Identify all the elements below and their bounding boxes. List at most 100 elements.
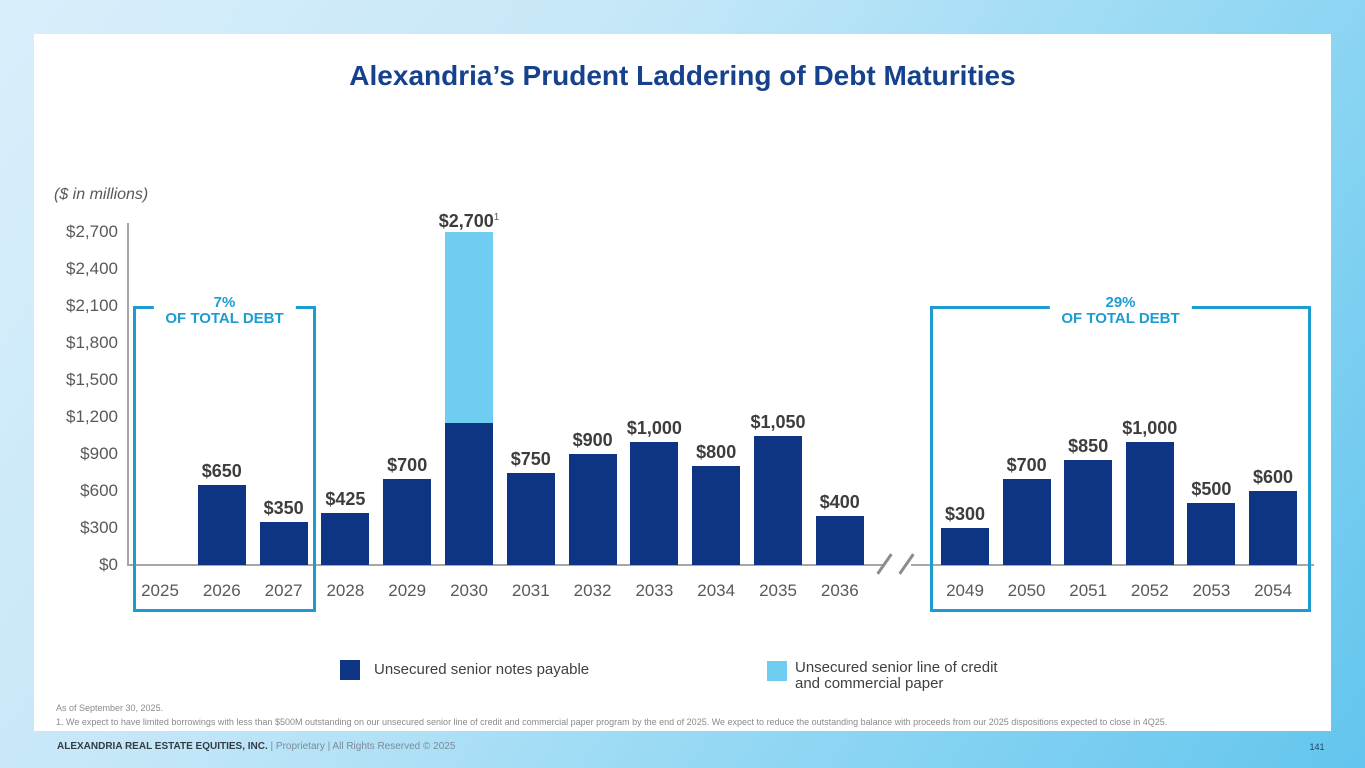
x-axis-line-left (127, 564, 885, 566)
bracket-caption-text: OF TOTAL DEBT (1061, 310, 1180, 327)
bar-value-label: $1,000 (1122, 417, 1178, 438)
bar-2052 (1125, 441, 1174, 565)
bar-2030 (445, 232, 493, 565)
bracket-29-percent: 29% OF TOTAL DEBT (930, 295, 1311, 612)
y-tick-label: $0 (99, 555, 118, 574)
bar-2054 (1249, 491, 1297, 565)
x-tick-label: 2028 (326, 581, 365, 600)
bar-segment-notes (754, 435, 802, 565)
bar-segment-notes (445, 423, 493, 565)
y-axis-line (127, 223, 129, 565)
bar-2032 (568, 454, 617, 565)
footnote-as-of: As of September 30, 2025. (56, 703, 164, 713)
footnotes: As of September 30, 2025. 1. We expect t… (56, 701, 1306, 729)
bar-segment-notes (568, 454, 617, 565)
y-tick-label: $2,100 (66, 296, 118, 315)
bar-value-label: $650 (201, 460, 242, 481)
bar-value-label: $700 (387, 454, 428, 475)
bar-value-label: $850 (1068, 436, 1109, 457)
bar-value-label: $300 (944, 504, 986, 524)
legend-label-credit-line2: and commercial paper (795, 675, 944, 692)
bar-2027 (259, 521, 308, 565)
y-tick-label: $2,400 (66, 259, 118, 278)
bar-segment-notes (383, 478, 432, 565)
bar-2051 (1064, 460, 1113, 565)
x-tick-label: 2051 (1069, 581, 1108, 600)
x-tick-label: 2034 (697, 581, 736, 600)
footer-company: ALEXANDRIA REAL ESTATE EQUITIES, INC. (57, 741, 268, 752)
bar-2033 (630, 441, 679, 565)
x-tick-label: 2025 (141, 581, 179, 600)
x-tick-label: 2053 (1192, 581, 1231, 600)
x-axis-line-right (911, 564, 1314, 566)
bar-segment-notes (197, 484, 246, 565)
page-number: 141 (1309, 742, 1325, 752)
x-tick-label: 2032 (573, 581, 612, 600)
bar-value-label: $500 (1191, 479, 1232, 500)
bar-segment-notes (1249, 491, 1297, 565)
x-tick-label: 2049 (946, 581, 984, 600)
y-tick-label: $300 (80, 518, 118, 537)
x-tick-label: 2050 (1007, 581, 1046, 600)
bar-value-label: $1,050 (750, 411, 806, 432)
bracket-29-percent-label: 29% OF TOTAL DEBT (1049, 294, 1192, 327)
legend-swatch-notes (340, 660, 360, 680)
x-tick-label: 2054 (1254, 581, 1292, 600)
bar-segment-credit (445, 232, 493, 424)
legend-label-notes: Unsecured senior notes payable (374, 661, 590, 678)
bracket-percent-text: 29% (1105, 294, 1136, 311)
y-tick-label: $1,800 (66, 333, 118, 352)
bar-segment-notes (630, 441, 679, 565)
bar-segment-notes (692, 466, 741, 565)
x-tick-label: 2030 (450, 581, 488, 600)
bar-value-label: $1,000 (626, 417, 682, 438)
y-tick-label: $1,200 (66, 407, 118, 426)
bar-value-label: $750 (510, 448, 551, 469)
footer: ALEXANDRIA REAL ESTATE EQUITIES, INC. | … (57, 741, 455, 752)
bar-2035 (754, 435, 802, 565)
bar-value-label: $2,7001 (438, 211, 500, 231)
bar-segment-notes (259, 521, 308, 565)
footnote-reference: 1 (493, 212, 500, 223)
bar-2026 (197, 484, 246, 565)
bar-segment-notes (321, 512, 370, 565)
bar-2036 (815, 515, 864, 565)
bracket-7-percent-label: 7% OF TOTAL DEBT (153, 295, 296, 327)
bar-segment-notes (1125, 441, 1174, 565)
bracket-7-percent: 7% OF TOTAL DEBT (133, 295, 316, 612)
bar-value-label: $350 (263, 497, 304, 518)
bar-value-label: $425 (325, 488, 366, 509)
y-tick-label: $1,500 (66, 370, 118, 389)
bar-2034 (692, 466, 741, 565)
bar-2053 (1187, 503, 1236, 565)
bar-value-label: $600 (1252, 467, 1294, 487)
debt-maturities-chart: 7% OF TOTAL DEBT 29% OF TOTAL DEBT $2,70… (34, 34, 1331, 731)
slide-card: Alexandria’s Prudent Laddering of Debt M… (34, 34, 1331, 731)
footer-rights: | Proprietary | All Rights Reserved © 20… (270, 741, 456, 752)
y-tick-label: $900 (80, 444, 118, 463)
x-tick-label: 2027 (264, 581, 303, 600)
slide-title: Alexandria’s Prudent Laddering of Debt M… (349, 60, 1016, 91)
bar-2029 (383, 478, 432, 565)
bar-segment-notes (1187, 503, 1236, 565)
bar-segment-notes (1064, 460, 1113, 565)
bar-segment-notes (506, 472, 555, 565)
y-tick-label: $600 (80, 481, 118, 500)
bar-2049 (941, 528, 989, 565)
bar-2028 (321, 512, 370, 565)
y-tick-label: $2,700 (66, 222, 118, 241)
bar-segment-notes (815, 515, 864, 565)
x-tick-label: 2029 (388, 581, 427, 600)
legend-swatch-credit (767, 661, 787, 681)
x-tick-label: 2035 (759, 581, 797, 600)
x-tick-label: 2031 (511, 581, 550, 600)
footnote-1: 1. We expect to have limited borrowings … (56, 717, 1168, 727)
bar-2031 (506, 472, 555, 565)
legend-label-credit-line1: Unsecured senior line of credit (795, 659, 998, 676)
bar-segment-notes (1002, 478, 1051, 565)
bar-value-label: $400 (819, 491, 860, 512)
x-tick-label: 2033 (635, 581, 674, 600)
bar-value-label: $700 (1006, 454, 1047, 475)
bar-value-label: $800 (696, 442, 737, 463)
legend-label-credit: Unsecured senior line of credit and comm… (795, 660, 998, 692)
